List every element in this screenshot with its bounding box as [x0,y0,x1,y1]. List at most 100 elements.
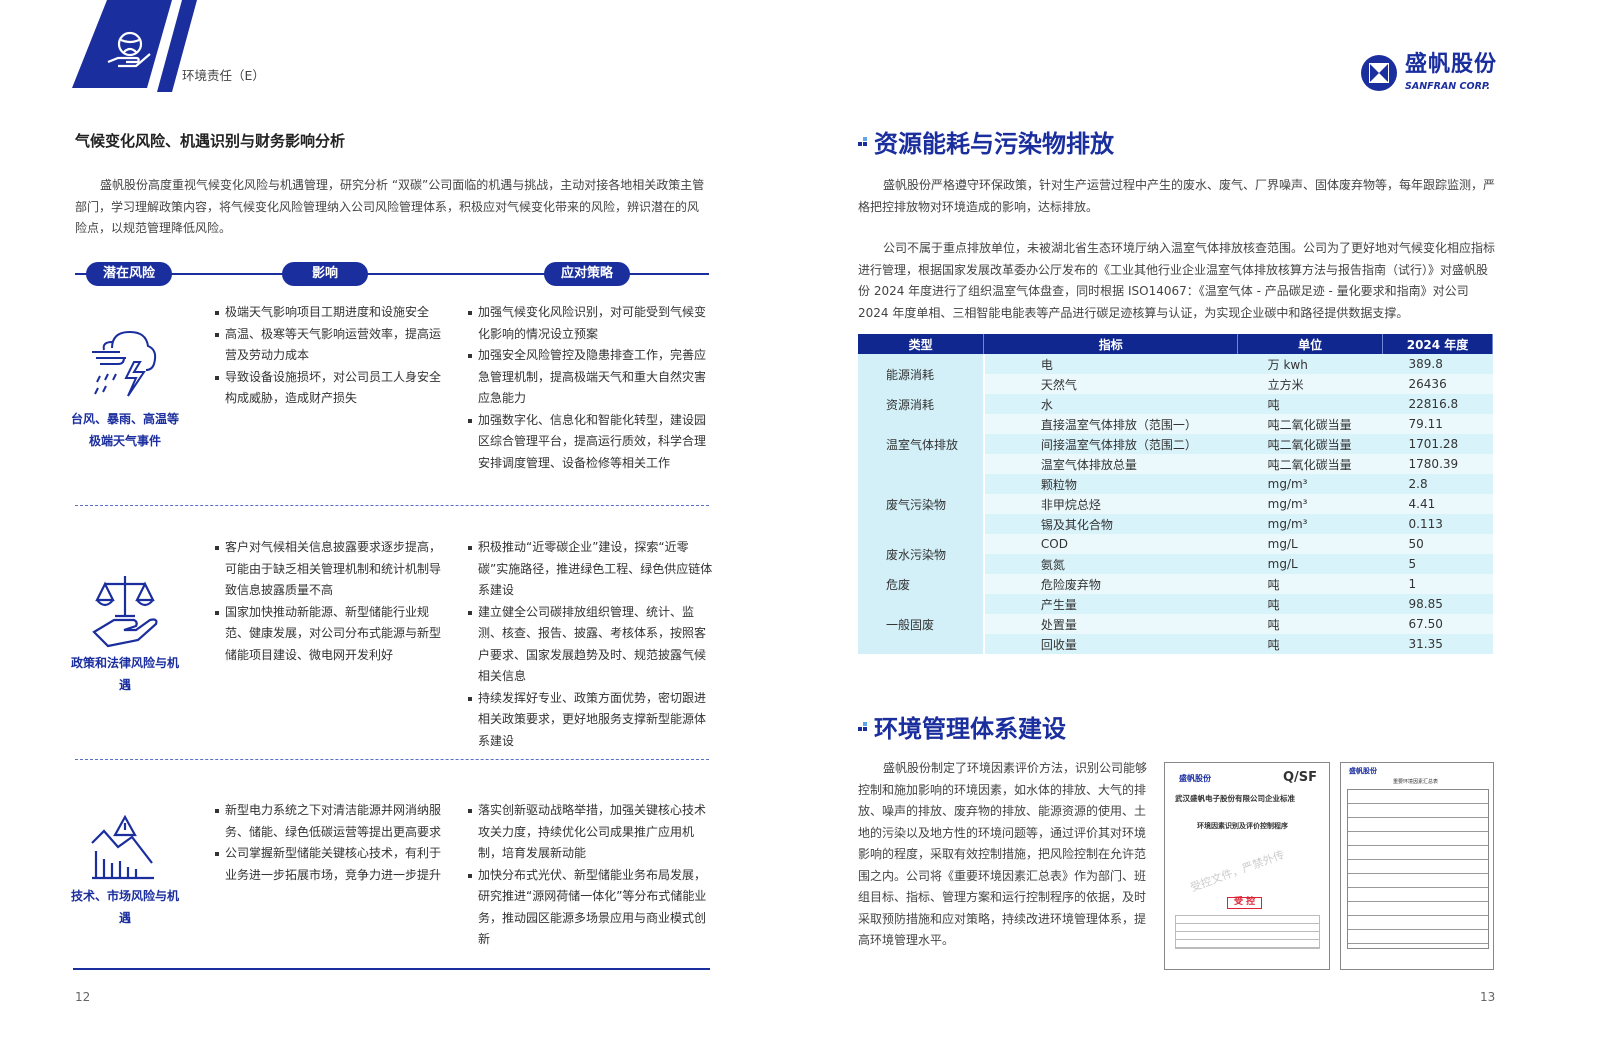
cell-indicator: 危险废弃物 [983,574,1238,594]
emissions-table: 类型 指标 单位 2024 年度 能源消耗电万 kwh 389.8 天然气 立方米 26… [858,334,1493,654]
cell-unit: mg/L [1237,534,1383,554]
impact-item: 高温、极寒等天气影响运营效率，提高运营及劳动力成本 [215,324,445,367]
cell-value: 2.8 [1382,474,1493,494]
strategy-item: 加快分布式光伏、新型储能业务布局发展，研究推进“源网荷储一体化”等分布式储能业务… [468,865,713,951]
cell-unit: 吨 [1237,594,1383,614]
pill-strategy: 应对策略 [544,262,630,286]
header-unit: 单位 [1237,334,1384,354]
header-type: 类型 [858,334,985,354]
table-row: 间接温室气体排放（范围二） 吨二氧化碳当量 1701.28 [858,434,1493,454]
storm-icon [92,330,157,397]
left-page-title: 气候变化风险、机遇识别与财务影响分析 [75,132,346,150]
cell-indicator: 锡及其化合物 [983,514,1238,534]
impact-item: 国家加快推动新能源、新型储能行业规范、健康发展，对公司分布式能源与新型储能项目建… [215,602,445,667]
risk-label-extreme-weather: 台风、暴雨、高温等极端天气事件 [70,412,179,448]
logo-english-name: SANFRAN CORP. [1405,81,1491,92]
doc-org: 武汉盛帆电子股份有限公司企业标准 [1175,794,1295,803]
cell-indicator: 温室气体排放总量 [983,454,1238,474]
title-bullet-icon [858,136,868,147]
risk-label-tech-market: 技术、市场风险与机遇 [70,889,179,925]
doc-logo: 盛帆股份 [1179,774,1211,783]
header-indicator: 指标 [983,334,1239,354]
market-decline-icon [91,815,154,880]
cell-value: 26436 [1382,374,1493,394]
cell-value: 22816.8 [1382,394,1493,414]
impact-item: 导致设备设施损坏，对公司员工人身安全构成威胁，造成财产损失 [215,367,445,410]
strategy-item: 持续发挥好专业、政策方面优势，密切跟进相关政策要求，更好地服务支撑新型能源体系建… [468,688,713,753]
cell-indicator: 天然气 [983,374,1238,394]
cell-indicator: 处置量 [983,614,1238,634]
impact-item: 公司掌握新型储能关键核心技术，有利于业务进一步拓展市场，竞争力进一步提升 [215,843,445,886]
header-line [75,273,709,275]
cell-unit: 吨 [1237,574,1383,594]
cell-category: 废水污染物 [858,534,985,574]
cell-unit: mg/m³ [1237,514,1383,534]
table-row: 温室气体排放 直接温室气体排放（范围一） 吨二氧化碳当量 79.11 [858,414,1493,474]
cell-indicator: 颗粒物 [983,474,1238,494]
cell-indicator: 间接温室气体排放（范围二） [983,434,1238,454]
title-bullet-icon [858,721,868,732]
strategy-item: 落实创新驱动战略举措，加强关键核心技术攻关力度，持续优化公司成果推广应用机制，培… [468,800,713,865]
doc-info-table [1175,915,1320,949]
cell-category: 温室气体排放 [858,414,985,474]
cell-unit: 吨二氧化碳当量 [1237,454,1383,474]
cell-indicator: 电 [983,354,1238,374]
impact-item: 新型电力系统之下对清洁能源并网消纳服务、储能、绿色低碳运营等提出更高要求 [215,800,445,843]
table-row: 回收量吨 31.35 [858,634,1493,654]
table-row: 一般固废 产生量吨 98.85 [858,594,1493,654]
table-row: 处置量吨 67.50 [858,614,1493,634]
bottom-rule [73,968,710,970]
cell-value: 31.35 [1382,634,1493,654]
section-title-text: 资源能耗与污染物排放 [874,130,1114,158]
doc-code: Q/SF [1282,770,1317,785]
globe-hand-icon [107,31,151,68]
cell-indicator: 回收量 [983,634,1238,654]
cell-value: 5 [1382,554,1493,574]
cell-value: 1 [1382,574,1493,594]
impact-list: 新型电力系统之下对清洁能源并网消纳服务、储能、绿色低碳运营等提出更高要求 公司掌握… [215,800,445,886]
cell-unit: 万 kwh [1237,354,1383,374]
impact-list: 极端天气影响项目工期进度和设施安全 高温、极寒等天气影响运营效率，提高运营及劳动力… [215,302,445,410]
cell-unit: mg/m³ [1237,474,1383,494]
risk-label-policy-legal: 政策和法律风险与机遇 [70,656,179,692]
cell-category: 资源消耗 [858,394,985,414]
cell-indicator: 水 [983,394,1238,414]
cell-indicator: COD [983,534,1238,554]
table-row: 废水污染物 COD mg/L 50 [858,534,1493,574]
doc-watermark: 受控文件，严禁外传 [1188,848,1287,895]
table-row: 天然气 立方米 26436 [858,374,1493,394]
impact-item: 客户对气候相关信息披露要求逐步提高，可能由于缺乏相关管理机制和统计机制导致信息披… [215,537,445,602]
cell-indicator: 非甲烷总烃 [983,494,1238,514]
cell-value: 1780.39 [1382,454,1493,474]
cell-value: 389.8 [1382,354,1493,374]
section-title-text: 环境管理体系建设 [874,715,1066,743]
document-thumbnail-summary: 盛帆股份 重要环境因素汇总表 [1340,762,1494,970]
strategy-item: 加强数字化、信息化和智能化转型，建设园区综合管理平台，提高运行质效，科学合理安排… [468,410,713,475]
table-row: 资源消耗水吨 22816.8 [858,394,1493,414]
impact-list: 客户对气候相关信息披露要求逐步提高，可能由于缺乏相关管理机制和统计机制导致信息披… [215,537,445,666]
pill-potential-risk: 潜在风险 [86,262,172,286]
cell-value: 98.85 [1382,594,1493,614]
doc-summary-table [1347,789,1489,949]
section-label: 环境责任（E） [182,68,265,83]
cell-value: 79.11 [1382,414,1493,434]
section-emblem [72,0,197,92]
table-header-row: 类型 指标 单位 2024 年度 [858,334,1493,354]
pill-impact: 影响 [282,262,368,286]
table-row: 锡及其化合物 mg/m³ 0.113 [858,514,1493,534]
table-row: 温室气体排放总量 吨二氧化碳当量 1780.39 [858,454,1493,474]
cell-value: 67.50 [1382,614,1493,634]
table-row: 能源消耗电万 kwh 389.8 [858,354,1493,394]
cell-unit: 吨二氧化碳当量 [1237,434,1383,454]
strategy-item: 积极推动“近零碳企业”建设，探索“近零碳”实施路径，推进绿色工程、绿色供应链体系… [468,537,713,602]
logo-name: 盛帆股份 [1405,52,1498,77]
cell-value: 1701.28 [1382,434,1493,454]
document-thumbnail-procedure: 盛帆股份 Q/SF 武汉盛帆电子股份有限公司企业标准 环境因素识别及评价控制程序… [1164,762,1330,970]
strategy-list: 加强气候变化风险识别，对可能受到气候变化影响的情况设立预案 加强安全风险管控及隐患… [468,302,713,474]
cell-category: 一般固废 [858,594,985,654]
table-row: 氨氮 mg/L 5 [858,554,1493,574]
emissions-paragraph-1: 盛帆股份严格遵守环保政策，针对生产运营过程中产生的废水、废气、厂界噪声、固体废弃… [858,178,1496,214]
cell-unit: mg/m³ [1237,494,1383,514]
sanfran-logo [1361,55,1397,91]
cell-indicator: 产生量 [983,594,1238,614]
